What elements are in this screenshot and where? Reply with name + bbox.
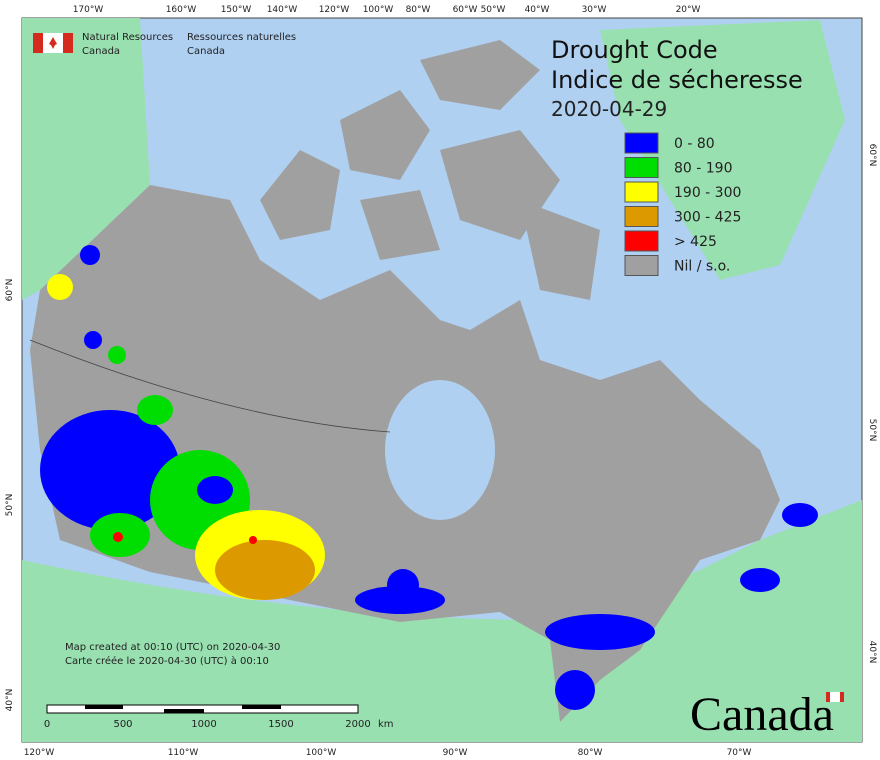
greenland [600, 20, 845, 280]
note: Map created at 00:10 (UTC) on 2020-04-30 [65, 642, 280, 653]
legend-swatch [624, 206, 659, 227]
legend-label: 80 - 190 [674, 161, 733, 177]
longitude-label: 120°W [319, 5, 350, 15]
latitude-label: 50°N [5, 494, 15, 517]
wordmark: Canada [690, 688, 834, 741]
patch [215, 540, 315, 600]
longitude-label: 50°W [481, 5, 506, 15]
united-states [22, 500, 862, 742]
longitude-label: 140°W [267, 5, 298, 15]
title-fr: Indice de sécheresse [551, 66, 803, 94]
longitude-label: 80°W [406, 5, 431, 15]
patch [197, 476, 233, 504]
patch [555, 670, 595, 710]
longitude-label: 170°W [73, 5, 104, 15]
longitude-label: 100°W [306, 748, 337, 758]
longitude-label: 120°W [24, 748, 55, 758]
patch [249, 536, 257, 544]
latitude-label: 40°N [5, 689, 15, 712]
scale-label: 1000 [191, 719, 216, 730]
patch [80, 245, 100, 265]
agency-fr: Canada [187, 46, 225, 57]
longitude-label: 90°W [443, 748, 468, 758]
patch [545, 614, 655, 650]
longitude-label: 110°W [168, 748, 199, 758]
latitude-label: 50°N [867, 419, 877, 442]
longitude-label: 30°W [582, 5, 607, 15]
longitude-label: 20°W [676, 5, 701, 15]
scale-bar [46, 704, 359, 714]
longitude-label: 70°W [727, 748, 752, 758]
patch [108, 346, 126, 364]
longitude-label: 40°W [525, 5, 550, 15]
legend-swatch [624, 230, 659, 252]
patch [47, 274, 73, 300]
hudson-bay [385, 380, 495, 520]
legend-swatch [624, 181, 659, 203]
arctic-islands [260, 40, 600, 300]
wordmark-flag [826, 692, 844, 702]
longitude-label: 60°W [453, 5, 478, 15]
legend-label: > 425 [674, 234, 717, 250]
agency-en: Natural Resources [82, 32, 173, 43]
borders [29, 339, 391, 433]
latitude-label: 60°N [867, 144, 877, 167]
flag-logo [33, 33, 73, 53]
scale-label: 1500 [268, 719, 293, 730]
legend-label: 300 - 425 [674, 210, 741, 226]
alaska [22, 18, 150, 300]
legend-label: 0 - 80 [674, 136, 715, 152]
agency-fr: Ressources naturelles [187, 32, 296, 43]
longitude-label: 150°W [221, 5, 252, 15]
legend-label: Nil / s.o. [674, 259, 730, 275]
patch [113, 532, 123, 542]
latitude-label: 40°N [867, 641, 877, 664]
agency-en: Canada [82, 46, 120, 57]
patch [40, 410, 180, 530]
patch [782, 503, 818, 527]
legend-label: 190 - 300 [674, 185, 741, 201]
scale-label: 2000 [345, 719, 370, 730]
map-area [21, 17, 863, 743]
longitude-label: 160°W [166, 5, 197, 15]
patch [740, 568, 780, 592]
date: 2020-04-29 [551, 97, 667, 121]
scale-label: 0 [44, 719, 50, 730]
drought-patches [40, 245, 818, 710]
longitude-label: 100°W [363, 5, 394, 15]
scale-unit: km [378, 719, 394, 730]
latitude-label: 60°N [5, 279, 15, 302]
patch [84, 331, 102, 349]
note: Carte créée le 2020-04-30 (UTC) à 00:10 [65, 655, 269, 667]
title-en: Drought Code [551, 36, 718, 64]
longitude-label: 80°W [578, 748, 603, 758]
legend-swatch [624, 132, 659, 154]
patch [387, 569, 419, 601]
scale-label: 500 [113, 719, 132, 730]
legend-swatch [624, 157, 659, 178]
patch [137, 395, 173, 425]
legend-swatch [624, 255, 659, 276]
